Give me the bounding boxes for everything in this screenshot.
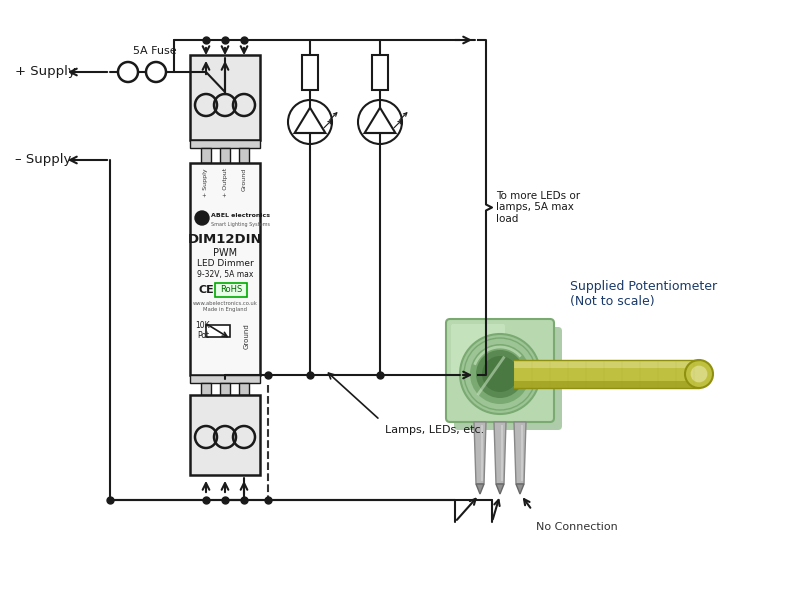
Circle shape: [691, 366, 707, 382]
FancyBboxPatch shape: [190, 163, 260, 375]
Text: Smart Lighting Systems: Smart Lighting Systems: [211, 222, 270, 227]
FancyBboxPatch shape: [190, 55, 260, 140]
Text: 5A Fuse: 5A Fuse: [133, 46, 177, 56]
Polygon shape: [496, 484, 504, 494]
Circle shape: [470, 344, 530, 404]
Text: + Supply: + Supply: [15, 66, 75, 79]
Text: To more LEDs or
lamps, 5A max
load: To more LEDs or lamps, 5A max load: [496, 191, 580, 224]
Text: DIM12DIN: DIM12DIN: [188, 233, 262, 246]
FancyBboxPatch shape: [446, 319, 554, 422]
Text: Lamps, LEDs, etc.: Lamps, LEDs, etc.: [385, 425, 484, 435]
FancyBboxPatch shape: [239, 383, 249, 395]
Polygon shape: [494, 422, 506, 484]
FancyBboxPatch shape: [220, 383, 230, 395]
FancyBboxPatch shape: [451, 324, 505, 375]
Text: – Supply: – Supply: [15, 153, 71, 166]
Text: PWM: PWM: [213, 248, 237, 258]
FancyBboxPatch shape: [514, 360, 699, 388]
FancyBboxPatch shape: [454, 327, 562, 430]
Text: + Output: + Output: [222, 168, 228, 197]
Text: CE: CE: [198, 285, 214, 295]
FancyBboxPatch shape: [215, 283, 247, 297]
FancyBboxPatch shape: [201, 383, 211, 395]
Circle shape: [685, 360, 713, 388]
FancyBboxPatch shape: [190, 375, 260, 383]
FancyBboxPatch shape: [514, 360, 699, 368]
FancyBboxPatch shape: [239, 148, 249, 163]
Polygon shape: [514, 422, 526, 484]
Circle shape: [476, 350, 524, 398]
Circle shape: [464, 338, 536, 410]
Text: No Connection: No Connection: [536, 522, 618, 532]
FancyBboxPatch shape: [201, 148, 211, 163]
Text: Ground: Ground: [244, 323, 250, 349]
Circle shape: [195, 211, 209, 225]
FancyBboxPatch shape: [514, 381, 699, 388]
Text: Ground: Ground: [242, 168, 246, 191]
Text: RoHS: RoHS: [220, 285, 242, 294]
FancyBboxPatch shape: [206, 325, 230, 337]
FancyBboxPatch shape: [190, 395, 260, 475]
Text: + Supply: + Supply: [203, 168, 209, 197]
Text: Pot: Pot: [197, 331, 209, 340]
Text: Supplied Potentiometer
(Not to scale): Supplied Potentiometer (Not to scale): [570, 280, 717, 308]
Circle shape: [482, 356, 518, 392]
Text: 10K: 10K: [195, 321, 210, 330]
Polygon shape: [516, 484, 524, 494]
FancyBboxPatch shape: [190, 140, 260, 148]
Circle shape: [460, 334, 540, 414]
Polygon shape: [474, 422, 486, 484]
Text: www.abelectronics.co.uk
Made in England: www.abelectronics.co.uk Made in England: [192, 301, 257, 312]
FancyBboxPatch shape: [220, 148, 230, 163]
Text: ABEL electronics: ABEL electronics: [211, 213, 270, 218]
Text: LED Dimmer: LED Dimmer: [196, 259, 254, 268]
Text: 9-32V, 5A max: 9-32V, 5A max: [197, 270, 254, 279]
Polygon shape: [476, 484, 484, 494]
FancyBboxPatch shape: [302, 55, 318, 90]
FancyBboxPatch shape: [372, 55, 388, 90]
